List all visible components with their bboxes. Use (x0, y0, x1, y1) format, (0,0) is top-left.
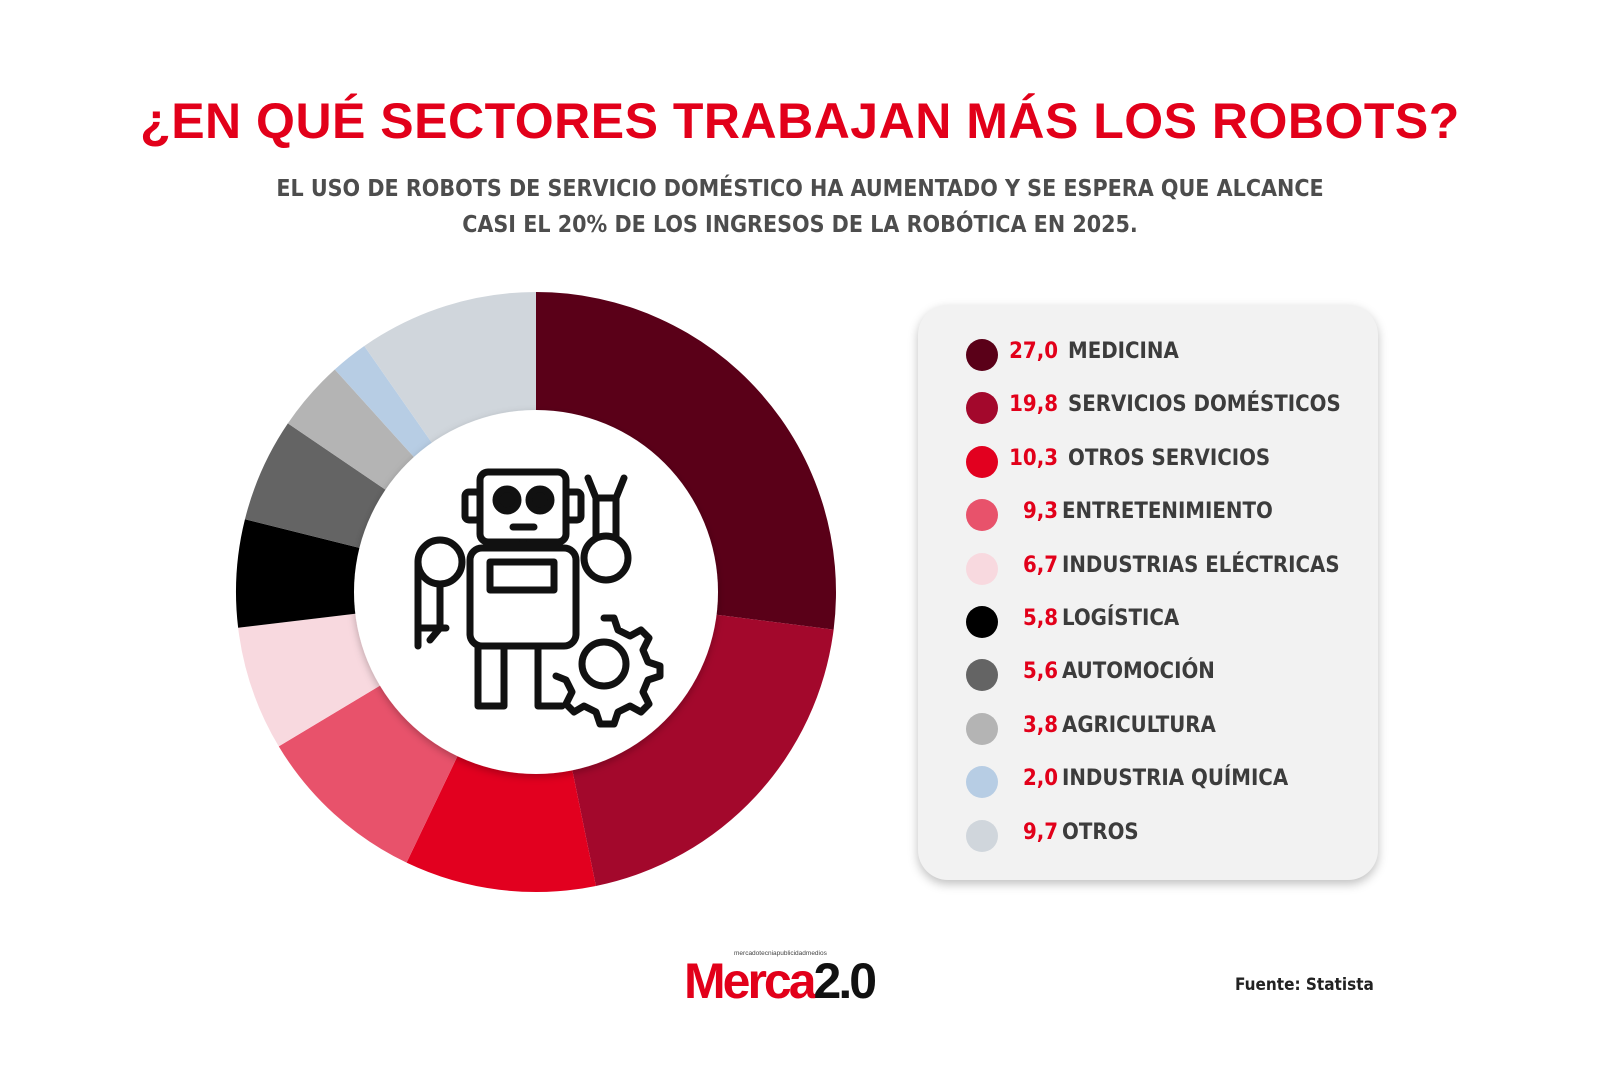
legend-swatch (966, 339, 998, 371)
legend-value: 19,8 (1009, 392, 1058, 418)
logo-tagline: mercadotecniapublicidadmedios (734, 950, 827, 957)
legend-value: 3,8 (1022, 712, 1058, 738)
legend-value: 2,0 (1022, 766, 1058, 792)
legend-item: 27,0 MEDICINA (918, 333, 1378, 373)
legend-swatch (966, 766, 998, 799)
legend-value: 9,7 (1022, 819, 1058, 845)
legend-label: INDUSTRIA QUÍMICA (1062, 766, 1289, 792)
legend-item: 9,7 OTROS (918, 814, 1378, 854)
merca20-logo: mercadotecniapublicidadmedios Merca2.0 (684, 948, 924, 1010)
legend: 27,0 MEDICINA 19,8 SERVICIOS DOMÉSTICOS 10,3… (918, 305, 1378, 880)
legend-label: SERVICIOS DOMÉSTICOS (1068, 392, 1341, 418)
donut-slices (236, 292, 836, 893)
chart-subtitle-line-1: EL USO DE ROBOTS DE SERVICIO DOMÉSTICO H… (276, 176, 1324, 202)
legend-label: AUTOMOCIÓN (1062, 659, 1215, 685)
legend-label: INDUSTRIAS ELÉCTRICAS (1062, 552, 1340, 578)
legend-swatch (966, 712, 998, 745)
legend-label: OTROS (1062, 819, 1139, 845)
legend-value: 9,3 (1022, 499, 1058, 525)
donut-slice-6 (236, 519, 362, 628)
donut-slice-3 (406, 754, 596, 893)
logo-word-2-0: 2.0 (813, 953, 877, 1009)
donut-slice-4 (278, 684, 459, 863)
legend-item: 2,0 INDUSTRIA QUÍMICA (918, 760, 1378, 800)
legend-swatch (966, 659, 998, 692)
source-note: Fuente: Statista (1235, 975, 1374, 995)
chart-title: ¿EN QUÉ SECTORES TRABAJAN MÁS LOS ROBOTS… (140, 93, 1460, 149)
donut-slice-10 (364, 292, 536, 445)
legend-swatch (966, 392, 998, 425)
legend-swatch (966, 499, 998, 532)
legend-item: 3,8 AGRICULTURA (918, 707, 1378, 747)
legend-item: 19,8 SERVICIOS DOMÉSTICOS (918, 386, 1378, 426)
legend-label: ENTRETENIMIENTO (1062, 499, 1273, 525)
legend-label: AGRICULTURA (1062, 712, 1216, 738)
legend-swatch (966, 445, 998, 478)
legend-value: 10,3 (1009, 445, 1058, 471)
legend-value: 6,7 (1022, 552, 1058, 578)
donut-slice-9 (334, 346, 433, 459)
legend-swatch (966, 606, 998, 638)
legend-item: 9,3 ENTRETENIMIENTO (918, 493, 1378, 533)
legend-value: 5,6 (1022, 659, 1058, 685)
donut-slice-8 (287, 369, 416, 491)
legend-item: 5,6 AUTOMOCIÓN (918, 653, 1378, 693)
legend-swatch (966, 819, 998, 852)
donut-slice-1 (536, 292, 836, 630)
donut-slice-5 (238, 613, 382, 747)
legend-item: 5,8 LOGÍSTICA (918, 600, 1378, 640)
legend-value: 27,0 (1009, 339, 1058, 364)
legend-swatch (966, 552, 998, 585)
robot-with-gear-icon (414, 468, 664, 728)
legend-value: 5,8 (1022, 606, 1058, 631)
donut-slice-7 (244, 423, 388, 549)
logo-word-merca: Merca (684, 953, 817, 1009)
legend-item: 10,3 OTROS SERVICIOS (918, 440, 1378, 480)
legend-label: LOGÍSTICA (1062, 606, 1180, 631)
chart-subtitle-line-2: CASI EL 20% DE LOS INGRESOS DE LA ROBÓTI… (462, 212, 1138, 238)
legend-item: 6,7 INDUSTRIAS ELÉCTRICAS (918, 547, 1378, 587)
logo-wordmark: Merca2.0 (684, 952, 877, 1010)
legend-label: OTROS SERVICIOS (1068, 445, 1271, 471)
legend-label: MEDICINA (1068, 339, 1179, 364)
donut-slice-2 (571, 614, 834, 886)
